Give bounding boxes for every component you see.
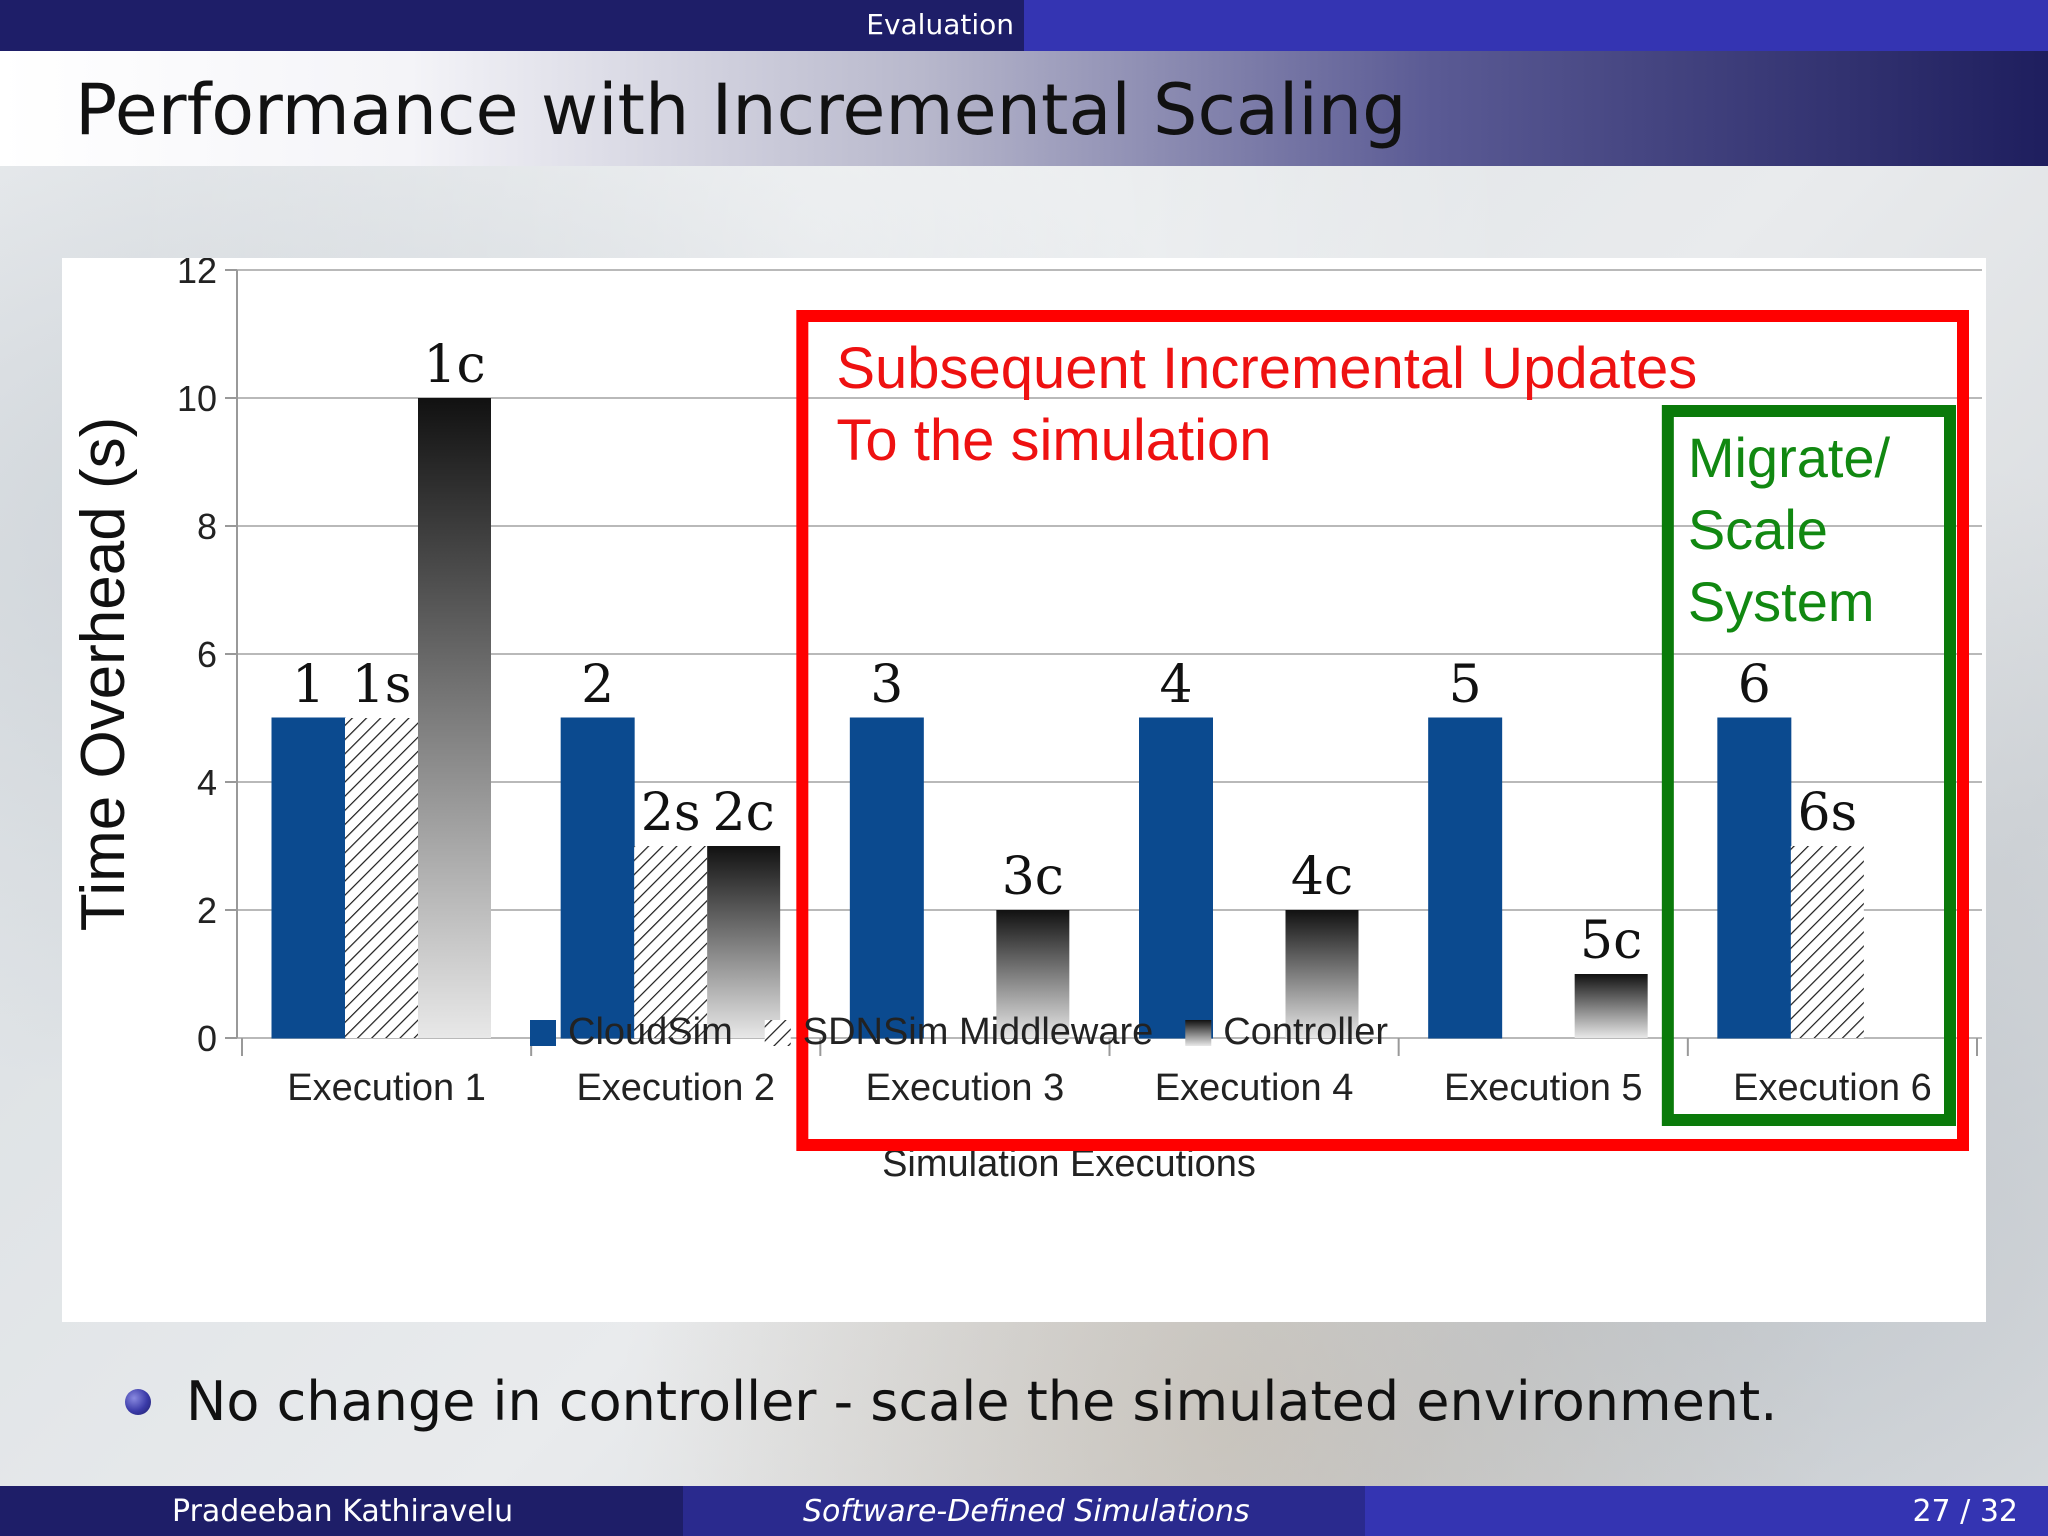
bar-controller	[418, 398, 491, 1038]
legend-label: CloudSim	[568, 1011, 733, 1053]
data-label: 1c	[423, 335, 485, 395]
top-navigation-bar: Evaluation	[0, 0, 2048, 51]
bullet-item: No change in controller - scale the simu…	[125, 1370, 1777, 1433]
data-label: 3c	[1002, 847, 1064, 907]
top-bar-right	[1024, 0, 2048, 51]
legend-swatch-cloudsim	[530, 1020, 556, 1046]
legend-swatch-controller	[1185, 1020, 1212, 1046]
data-label: 5c	[1580, 911, 1642, 971]
data-label: 6s	[1797, 783, 1857, 843]
bar-sdnsim-middleware	[1790, 846, 1864, 1038]
legend-label: SDNSim Middleware	[803, 1011, 1154, 1053]
bar-sdnsim-middleware	[345, 718, 418, 1038]
y-tick-label: 8	[197, 506, 217, 547]
slide-title: Performance with Incremental Scaling	[75, 69, 1407, 151]
data-label: 4	[1159, 655, 1192, 715]
incremental-updates-box	[796, 310, 1969, 1151]
bar-controller	[1285, 910, 1359, 1038]
legend-label: Controller	[1223, 1011, 1388, 1053]
footer-author-text: Pradeeban Kathiravelu	[172, 1494, 514, 1529]
bar-controller	[1574, 974, 1648, 1038]
bar-controller	[707, 846, 781, 1038]
bullet-icon	[125, 1388, 151, 1415]
title-bar: Performance with Incremental Scaling	[0, 51, 2048, 166]
footer-author: Pradeeban Kathiravelu	[0, 1486, 683, 1536]
annotation-text: To the simulation	[836, 408, 1271, 473]
footer-page: 27 / 32	[1365, 1486, 2048, 1536]
bar-cloudsim	[1139, 717, 1213, 1039]
bar-cloudsim	[849, 717, 924, 1039]
data-label: 6	[1738, 655, 1771, 715]
footer-talk-title: Software-Defined Simulations	[683, 1486, 1365, 1536]
y-tick-label: 6	[197, 634, 217, 675]
y-tick-label: 12	[177, 258, 217, 291]
x-tick-label: Execution 4	[1155, 1067, 1354, 1109]
section-label[interactable]: Evaluation	[866, 8, 1014, 41]
bar-cloudsim	[1717, 717, 1792, 1039]
footer-bar: Pradeeban Kathiravelu Software-Defined S…	[0, 1486, 2048, 1536]
footer-page-number[interactable]: 27 / 32	[1912, 1494, 2018, 1529]
x-tick-label: Execution 3	[866, 1067, 1065, 1109]
x-tick-label: Execution 6	[1733, 1067, 1932, 1109]
annotation-text: Scale	[1688, 498, 1828, 561]
bar-cloudsim	[271, 717, 346, 1039]
data-label: 1	[292, 655, 325, 715]
x-tick-label: Execution 5	[1444, 1067, 1643, 1109]
y-tick-label: 4	[197, 762, 217, 803]
chart-panel: 0 2 4 6 8 10 12 Execution 1 Execution 2 Execution…	[62, 258, 1986, 1322]
y-axis-title: Time Overhead (s)	[69, 417, 138, 932]
bullet-text: No change in controller - scale the simu…	[186, 1370, 1778, 1433]
data-label: 3	[870, 655, 903, 715]
data-label: 5	[1449, 655, 1482, 715]
bar-controller	[996, 910, 1070, 1038]
y-tick-label: 10	[177, 378, 217, 419]
annotation-text: Migrate/	[1688, 426, 1891, 489]
y-tick-label: 2	[197, 890, 217, 931]
bar-sdnsim-middleware	[634, 846, 708, 1038]
bar-cloudsim	[560, 717, 635, 1039]
annotation-text: System	[1688, 570, 1875, 633]
data-label: 2c	[713, 783, 775, 843]
x-tick-label: Execution 1	[287, 1067, 486, 1109]
legend-swatch-sdnsim-middleware	[764, 1020, 791, 1046]
footer-talk-title-text: Software-Defined Simulations	[803, 1494, 1250, 1529]
bar-cloudsim	[1428, 717, 1503, 1039]
y-tick-label: 0	[197, 1018, 217, 1059]
data-label: 2s	[641, 783, 701, 843]
data-label: 4c	[1291, 847, 1353, 907]
x-tick-label: Execution 2	[576, 1067, 775, 1109]
data-label: 2	[581, 655, 614, 715]
data-label: 1s	[352, 655, 412, 715]
annotation-text: Subsequent Incremental Updates	[836, 336, 1697, 401]
top-bar-left: Evaluation	[0, 0, 1024, 51]
migrate-scale-box	[1661, 405, 1957, 1126]
